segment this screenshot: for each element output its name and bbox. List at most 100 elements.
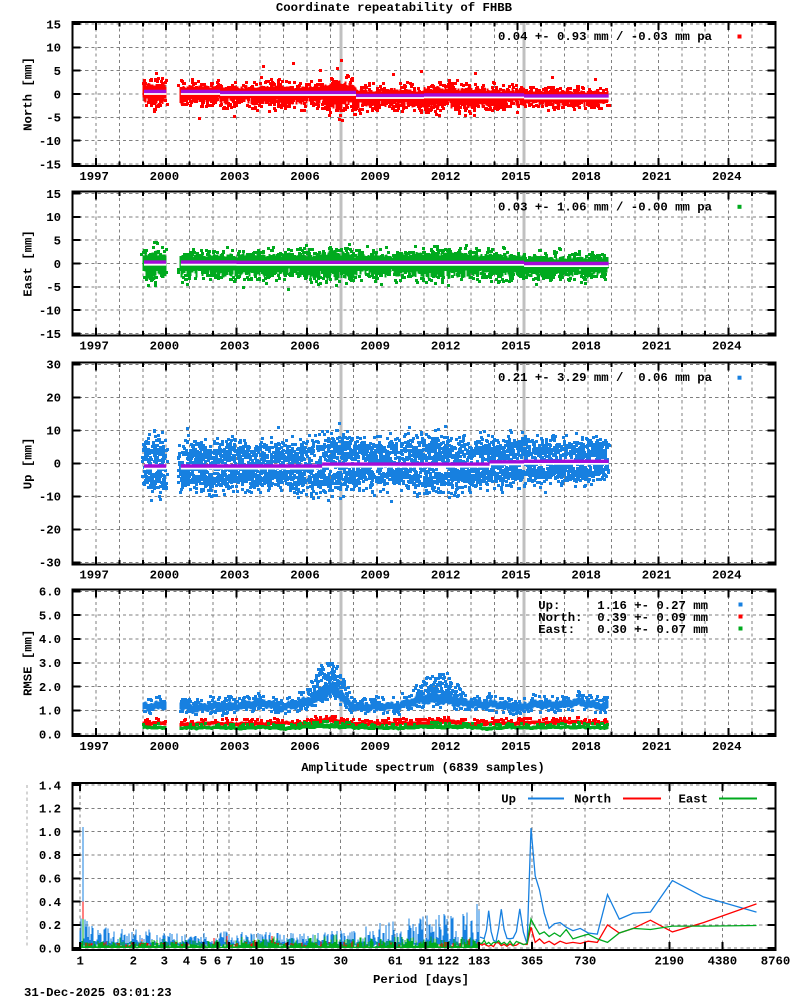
svg-text:5.0: 5.0 bbox=[39, 609, 61, 623]
svg-text:2024: 2024 bbox=[712, 568, 742, 582]
svg-text:2018: 2018 bbox=[571, 568, 601, 582]
svg-text:31-Dec-2025 03:01:23: 31-Dec-2025 03:01:23 bbox=[24, 986, 172, 1000]
svg-text:Amplitude spectrum (6839 sampl: Amplitude spectrum (6839 samples) bbox=[301, 761, 545, 775]
svg-text:2012: 2012 bbox=[431, 339, 461, 353]
svg-text:-10: -10 bbox=[39, 305, 61, 319]
svg-text:5: 5 bbox=[54, 65, 61, 79]
svg-text:2009: 2009 bbox=[361, 339, 391, 353]
svg-text:2012: 2012 bbox=[431, 568, 461, 582]
svg-text:-20: -20 bbox=[39, 524, 61, 538]
svg-text:10: 10 bbox=[249, 954, 264, 968]
svg-text:2000: 2000 bbox=[150, 568, 180, 582]
svg-text:2000: 2000 bbox=[150, 170, 180, 184]
svg-text:1997: 1997 bbox=[79, 339, 109, 353]
svg-text:Up: Up bbox=[501, 793, 516, 807]
svg-text:-10: -10 bbox=[39, 135, 61, 149]
svg-text:2006: 2006 bbox=[290, 339, 320, 353]
svg-text:East: East bbox=[678, 793, 708, 807]
svg-text:1997: 1997 bbox=[79, 170, 109, 184]
svg-text:2.0: 2.0 bbox=[39, 681, 61, 695]
svg-text:0.03 +- 1.06 mm / -0.00 mm pa: 0.03 +- 1.06 mm / -0.00 mm pa bbox=[498, 200, 713, 214]
svg-text:2024: 2024 bbox=[712, 740, 742, 754]
svg-text:0: 0 bbox=[54, 458, 61, 472]
svg-text:365: 365 bbox=[521, 954, 543, 968]
svg-text:East [mm]: East [mm] bbox=[22, 230, 36, 296]
svg-text:730: 730 bbox=[574, 954, 596, 968]
svg-text:0.21 +- 3.29 mm / 0.06 mm pa: 0.21 +- 3.29 mm / 0.06 mm pa bbox=[498, 371, 713, 385]
svg-text:Up: 1.16 +- 0.27 mm: Up: 1.16 +- 0.27 mm bbox=[538, 599, 708, 613]
svg-text:2012: 2012 bbox=[431, 740, 461, 754]
svg-text:-15: -15 bbox=[39, 328, 61, 342]
svg-text:2: 2 bbox=[130, 954, 137, 968]
svg-text:2015: 2015 bbox=[501, 740, 531, 754]
svg-text:6.0: 6.0 bbox=[39, 586, 61, 600]
svg-text:2018: 2018 bbox=[571, 170, 601, 184]
svg-text:4.0: 4.0 bbox=[39, 633, 61, 647]
svg-text:RMSE [mm]: RMSE [mm] bbox=[22, 630, 36, 696]
svg-text:20: 20 bbox=[46, 392, 61, 406]
svg-text:2021: 2021 bbox=[642, 740, 672, 754]
svg-text:2024: 2024 bbox=[712, 339, 742, 353]
svg-text:0.0: 0.0 bbox=[39, 729, 61, 743]
svg-text:3.0: 3.0 bbox=[39, 657, 61, 671]
svg-text:0: 0 bbox=[54, 88, 61, 102]
svg-text:5: 5 bbox=[54, 235, 61, 249]
svg-text:30: 30 bbox=[333, 954, 348, 968]
svg-text:2015: 2015 bbox=[501, 339, 531, 353]
svg-text:7: 7 bbox=[226, 954, 233, 968]
svg-text:4: 4 bbox=[183, 954, 191, 968]
svg-text:Up [mm]: Up [mm] bbox=[22, 438, 36, 490]
svg-text:2009: 2009 bbox=[361, 740, 391, 754]
svg-text:2003: 2003 bbox=[220, 170, 250, 184]
svg-text:2006: 2006 bbox=[290, 740, 320, 754]
svg-text:0.04 +- 0.93 mm / -0.03 mm pa: 0.04 +- 0.93 mm / -0.03 mm pa bbox=[498, 30, 713, 44]
svg-text:8760: 8760 bbox=[761, 954, 791, 968]
svg-text:-5: -5 bbox=[46, 112, 61, 126]
svg-text:2012: 2012 bbox=[431, 170, 461, 184]
svg-text:6: 6 bbox=[214, 954, 221, 968]
svg-text:10: 10 bbox=[46, 42, 61, 56]
svg-text:3: 3 bbox=[161, 954, 168, 968]
svg-text:10: 10 bbox=[46, 425, 61, 439]
svg-text:0.6: 0.6 bbox=[39, 873, 61, 887]
svg-text:1: 1 bbox=[77, 954, 84, 968]
svg-text:0.8: 0.8 bbox=[39, 849, 61, 863]
svg-text:-5: -5 bbox=[46, 281, 61, 295]
svg-text:1.4: 1.4 bbox=[39, 779, 62, 793]
svg-text:2003: 2003 bbox=[220, 740, 250, 754]
svg-text:East: 0.30 +- 0.07 mm: East: 0.30 +- 0.07 mm bbox=[538, 623, 708, 637]
svg-text:-10: -10 bbox=[39, 491, 61, 505]
svg-text:-15: -15 bbox=[39, 158, 61, 172]
svg-text:2006: 2006 bbox=[290, 568, 320, 582]
svg-text:0: 0 bbox=[54, 258, 61, 272]
svg-text:1.0: 1.0 bbox=[39, 826, 61, 840]
svg-text:183: 183 bbox=[468, 954, 490, 968]
svg-text:1997: 1997 bbox=[79, 568, 109, 582]
svg-text:0.0: 0.0 bbox=[39, 943, 61, 957]
svg-text:2015: 2015 bbox=[501, 170, 531, 184]
svg-text:15: 15 bbox=[46, 18, 61, 32]
svg-text:0.4: 0.4 bbox=[39, 896, 62, 910]
svg-text:2000: 2000 bbox=[150, 339, 180, 353]
svg-text:2000: 2000 bbox=[150, 740, 180, 754]
svg-text:91: 91 bbox=[418, 954, 433, 968]
svg-text:2009: 2009 bbox=[361, 568, 391, 582]
svg-text:5: 5 bbox=[200, 954, 207, 968]
svg-text:2021: 2021 bbox=[642, 568, 672, 582]
svg-text:-30: -30 bbox=[39, 557, 61, 571]
svg-text:10: 10 bbox=[46, 211, 61, 225]
svg-text:North: North bbox=[574, 793, 611, 807]
svg-text:North: 0.39 +- 0.09 mm: North: 0.39 +- 0.09 mm bbox=[538, 611, 708, 625]
svg-text:2009: 2009 bbox=[361, 170, 391, 184]
svg-text:4380: 4380 bbox=[708, 954, 738, 968]
svg-text:1997: 1997 bbox=[79, 740, 109, 754]
svg-text:1.0: 1.0 bbox=[39, 705, 61, 719]
svg-text:0.2: 0.2 bbox=[39, 919, 61, 933]
svg-text:2003: 2003 bbox=[220, 339, 250, 353]
svg-text:North [mm]: North [mm] bbox=[22, 57, 36, 131]
svg-text:2006: 2006 bbox=[290, 170, 320, 184]
svg-text:2190: 2190 bbox=[655, 954, 685, 968]
svg-text:2015: 2015 bbox=[501, 568, 531, 582]
svg-text:122: 122 bbox=[437, 954, 459, 968]
svg-text:15: 15 bbox=[46, 188, 61, 202]
